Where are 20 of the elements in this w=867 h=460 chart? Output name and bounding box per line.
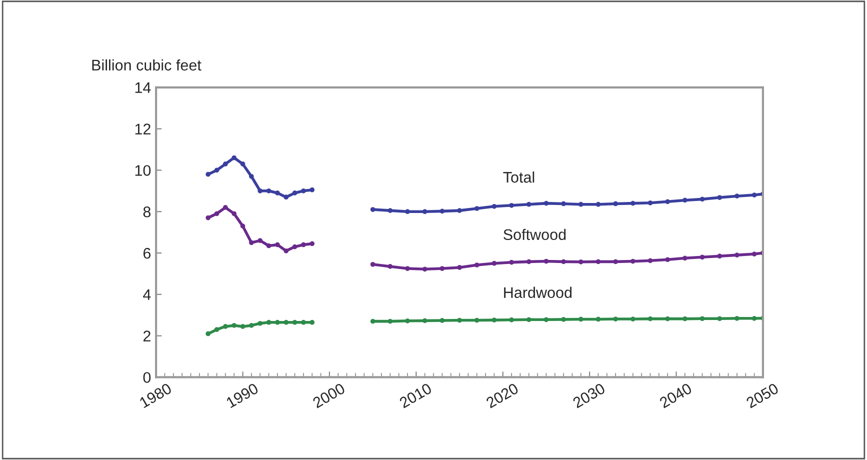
x-tick-label: 2020: [485, 382, 520, 408]
series-label: Softwood: [504, 228, 566, 240]
y-tick-label: 12: [135, 124, 150, 134]
y-tick-label: 10: [135, 165, 151, 176]
y-axis-title: Billion cubic feet: [92, 59, 202, 71]
x-tick-label: 1980: [138, 382, 172, 408]
x-tick-label: 2000: [312, 382, 346, 408]
x-tick-label: 1990: [226, 382, 260, 408]
y-tick-label: 8: [143, 206, 151, 218]
series-label: Total: [503, 171, 534, 183]
y-tick-label: 6: [143, 248, 151, 259]
x-tick-label: 2040: [658, 382, 693, 408]
y-tick-label: 2: [143, 330, 150, 342]
x-tick-label: 2030: [572, 382, 606, 408]
y-tick-label: 4: [143, 289, 151, 300]
series-label: Hardwood: [504, 286, 572, 298]
y-tick-label: 0: [143, 372, 151, 383]
y-tick-label: 14: [135, 82, 151, 93]
x-tick-label: 2050: [746, 382, 780, 408]
x-tick-label: 2010: [398, 382, 432, 408]
